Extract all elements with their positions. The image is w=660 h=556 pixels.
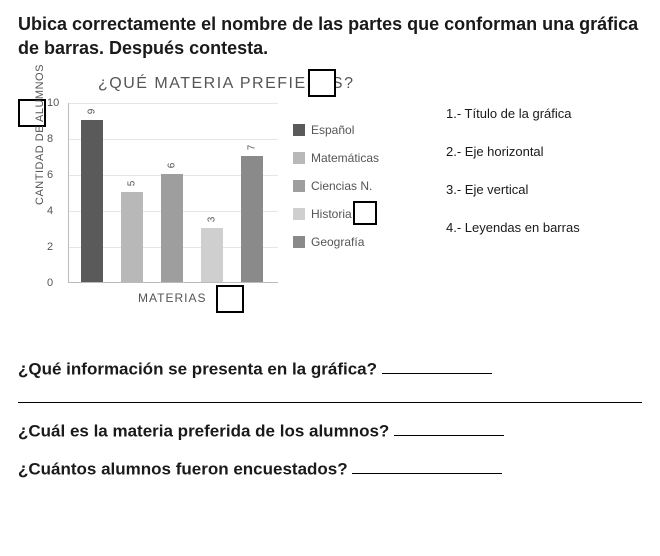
answer-options-list: 1.- Título de la gráfica 2.- Eje horizont… xyxy=(446,75,580,258)
instructions-text: Ubica correctamente el nombre de las par… xyxy=(18,12,642,61)
question-3: ¿Cuántos alumnos fueron encuestados? xyxy=(18,459,642,479)
y-tick-label: 0 xyxy=(47,277,53,289)
answer-line[interactable] xyxy=(382,359,492,374)
question-2: ¿Cuál es la materia preferida de los alu… xyxy=(18,421,642,441)
answer-option: 1.- Título de la gráfica xyxy=(446,105,580,123)
legend: Español Matemáticas Ciencias N. Historia Geo… xyxy=(293,123,379,263)
y-tick-label: 10 xyxy=(47,97,59,109)
questions-section: ¿Qué información se presenta en la gráfi… xyxy=(18,359,642,480)
bar: 6 xyxy=(161,174,183,282)
legend-label: Matemáticas xyxy=(311,151,379,165)
legend-answer-box[interactable] xyxy=(353,201,377,225)
legend-label: Historia xyxy=(311,207,352,221)
bar-value-label: 9 xyxy=(87,108,98,114)
bar-value-label: 5 xyxy=(127,180,138,186)
question-2-text: ¿Cuál es la materia preferida de los alu… xyxy=(18,421,389,440)
legend-item: Historia xyxy=(293,207,379,221)
chart-row: ¿QUÉ MATERIA PREFIERES? CANTIDAD DE ALUM… xyxy=(18,75,642,335)
legend-item: Geografía xyxy=(293,235,379,249)
question-1-text: ¿Qué información se presenta en la gráfi… xyxy=(18,359,377,378)
grid-line xyxy=(69,103,278,104)
bar-value-label: 7 xyxy=(247,144,258,150)
legend-label: Español xyxy=(311,123,354,137)
y-axis-label: CANTIDAD DE ALUMNOS xyxy=(34,64,46,205)
y-tick-label: 6 xyxy=(47,169,53,181)
question-3-text: ¿Cuántos alumnos fueron encuestados? xyxy=(18,459,348,478)
title-answer-box[interactable] xyxy=(308,69,336,97)
answer-option: 2.- Eje horizontal xyxy=(446,143,580,161)
answer-line-full[interactable] xyxy=(18,389,642,403)
xaxis-answer-box[interactable] xyxy=(216,285,244,313)
legend-swatch xyxy=(293,208,305,220)
legend-swatch xyxy=(293,180,305,192)
legend-swatch xyxy=(293,236,305,248)
legend-label: Ciencias N. xyxy=(311,179,372,193)
legend-item: Ciencias N. xyxy=(293,179,379,193)
bar-value-label: 6 xyxy=(167,162,178,168)
answer-line[interactable] xyxy=(352,459,502,474)
legend-item: Matemáticas xyxy=(293,151,379,165)
bar: 7 xyxy=(241,156,263,282)
legend-swatch xyxy=(293,124,305,136)
bar: 9 xyxy=(81,120,103,282)
question-1: ¿Qué información se presenta en la gráfi… xyxy=(18,359,642,379)
answer-option: 4.- Leyendas en barras xyxy=(446,219,580,237)
answer-line[interactable] xyxy=(394,421,504,436)
bar: 5 xyxy=(121,192,143,282)
y-tick-label: 2 xyxy=(47,241,53,253)
x-axis-label: MATERIAS xyxy=(138,291,206,305)
legend-swatch xyxy=(293,152,305,164)
bar: 3 xyxy=(201,228,223,282)
y-tick-label: 4 xyxy=(47,205,53,217)
y-tick-label: 8 xyxy=(47,133,53,145)
bar-value-label: 3 xyxy=(207,216,218,222)
legend-label: Geografía xyxy=(311,235,364,249)
legend-item: Español xyxy=(293,123,379,137)
answer-option: 3.- Eje vertical xyxy=(446,181,580,199)
chart-block: ¿QUÉ MATERIA PREFIERES? CANTIDAD DE ALUM… xyxy=(18,75,428,335)
plot-area: 024681095637 xyxy=(68,103,278,283)
